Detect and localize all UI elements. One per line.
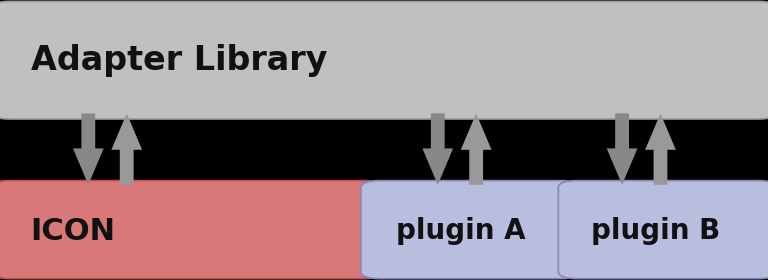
FancyBboxPatch shape bbox=[558, 181, 768, 279]
FancyArrow shape bbox=[461, 113, 492, 185]
Text: plugin A: plugin A bbox=[396, 217, 525, 245]
FancyArrow shape bbox=[111, 113, 142, 185]
FancyArrow shape bbox=[607, 113, 637, 185]
FancyBboxPatch shape bbox=[0, 1, 768, 119]
FancyArrow shape bbox=[73, 113, 104, 185]
FancyArrow shape bbox=[645, 113, 676, 185]
FancyArrow shape bbox=[422, 113, 453, 185]
Text: ICON: ICON bbox=[31, 216, 116, 246]
FancyBboxPatch shape bbox=[361, 181, 580, 279]
FancyBboxPatch shape bbox=[0, 181, 382, 279]
Text: Adapter Library: Adapter Library bbox=[31, 44, 327, 77]
Text: plugin B: plugin B bbox=[591, 217, 720, 245]
